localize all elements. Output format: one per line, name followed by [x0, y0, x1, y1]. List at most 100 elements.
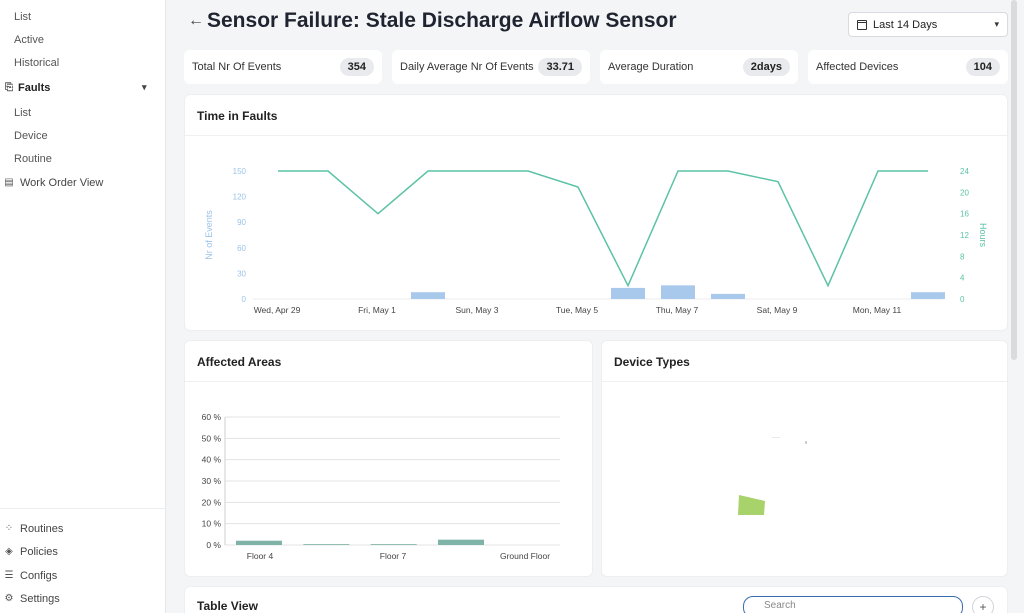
y-tick-label: 0 — [242, 295, 247, 304]
y2-tick-label: 12 — [960, 231, 969, 240]
sidebar-group-faults[interactable]: ⎘ Faults ▾ — [4, 82, 164, 94]
shield-icon: ◈ — [5, 546, 13, 557]
y2-tick-label: 8 — [960, 252, 965, 261]
y-tick-label: 40 % — [202, 455, 222, 465]
sliders-icon: ☰ — [4, 570, 14, 581]
sidebar-item-faults-list[interactable]: List — [14, 107, 32, 119]
x-tick-label: Floor 7 — [380, 551, 407, 561]
stat-total-events: Total Nr Of Events 354 — [184, 50, 382, 84]
panel-title: Time in Faults — [197, 109, 278, 123]
gear-icon: ⚙ — [4, 593, 14, 604]
sidebar-item-historical[interactable]: Historical — [14, 57, 60, 69]
sidebar: List Active Historical ⎘ Faults ▾ List D… — [0, 0, 166, 613]
stat-value-badge: 33.71 — [538, 58, 582, 76]
bar — [236, 540, 282, 545]
date-range-label: Last 14 Days — [873, 18, 938, 31]
y-tick-label: 50 % — [202, 433, 222, 443]
sidebar-item-configs[interactable]: ☰ Configs — [4, 570, 58, 582]
y2-tick-label: 0 — [960, 295, 965, 304]
y-tick-label: 90 — [237, 218, 246, 227]
device-types-chart — [738, 437, 807, 515]
device-type-slice[interactable] — [738, 495, 765, 515]
y-tick-label: 60 — [237, 244, 246, 253]
sidebar-item-policies-label: Policies — [20, 546, 58, 558]
sidebar-item-work-order[interactable]: ▤ Work Order View — [4, 177, 103, 189]
sidebar-item-settings[interactable]: ⚙ Settings — [4, 593, 60, 605]
back-arrow-icon[interactable]: ← — [188, 12, 204, 29]
y-tick-label: 10 % — [202, 519, 222, 529]
y2-tick-label: 20 — [960, 188, 969, 197]
stat-label: Average Duration — [608, 61, 694, 73]
x-tick-label: Mon, May 11 — [853, 305, 902, 315]
routines-icon: ⁘ — [4, 523, 14, 534]
x-tick-label: Thu, May 7 — [656, 305, 699, 315]
panel-title: Device Types — [614, 355, 690, 369]
affected-areas-chart: 60 % 50 % 40 % 30 % 20 % 10 % 0 % Floor 4 Floor … — [202, 412, 560, 561]
calendar-icon — [857, 19, 867, 30]
scrollbar[interactable] — [1011, 0, 1017, 360]
chevron-down-icon[interactable]: ▾ — [142, 82, 147, 92]
bar — [661, 285, 695, 299]
time-in-faults-chart: 150 120 90 60 30 0 24 20 16 12 8 4 0 Nr of Events Hour… — [204, 167, 988, 315]
y-tick-label: 30 — [237, 269, 246, 278]
search-input[interactable]: Search — [743, 596, 963, 613]
x-tick-label: Sat, May 9 — [757, 305, 798, 315]
stat-daily-average: Daily Average Nr Of Events 33.71 — [392, 50, 590, 84]
bar — [438, 539, 485, 545]
y2-tick-label: 16 — [960, 210, 969, 219]
device-types-panel: Device Types — [601, 340, 1008, 577]
panel-title: Affected Areas — [197, 355, 282, 369]
affected-areas-panel: Affected Areas 60 % 50 % 40 % 30 % 20 % 10 % 0… — [184, 340, 593, 577]
x-tick-label: Tue, May 5 — [556, 305, 598, 315]
bar — [370, 544, 417, 545]
sidebar-item-list[interactable]: List — [14, 11, 32, 23]
y-tick-label: 150 — [233, 167, 247, 176]
sidebar-group-faults-label: Faults — [18, 82, 51, 94]
stat-affected-devices: Affected Devices 104 — [808, 50, 1008, 84]
y-tick-label: 60 % — [202, 412, 222, 422]
sidebar-item-policies[interactable]: ◈ Policies — [4, 546, 58, 558]
y-tick-label: 20 % — [202, 497, 222, 507]
sidebar-item-routine[interactable]: Routine — [14, 153, 52, 165]
sidebar-item-routines-label: Routines — [20, 523, 64, 535]
faults-icon: ⎘ — [5, 82, 13, 93]
stat-value-badge: 104 — [965, 58, 1000, 76]
bar — [411, 292, 445, 299]
device-type-slice — [772, 437, 780, 438]
stat-average-duration: Average Duration 2days — [600, 50, 798, 84]
sidebar-item-active[interactable]: Active — [14, 34, 44, 46]
sidebar-item-configs-label: Configs — [20, 570, 58, 582]
add-button[interactable]: + — [972, 596, 994, 613]
date-range-select[interactable]: Last 14 Days ▾ — [848, 12, 1008, 37]
bar — [611, 287, 645, 299]
x-tick-label: Wed, Apr 29 — [254, 305, 301, 315]
y-axis-label: Nr of Events — [204, 210, 214, 260]
y2-tick-label: 4 — [960, 274, 965, 283]
sidebar-item-work-order-label: Work Order View — [20, 177, 104, 189]
chevron-down-icon: ▾ — [994, 19, 999, 29]
stat-value-badge: 354 — [339, 58, 374, 76]
hours-line — [278, 170, 928, 288]
clipboard-icon: ▤ — [4, 177, 14, 188]
time-in-faults-panel: Time in Faults 150 120 90 60 30 0 24 20 16 12 8 4 0 N… — [184, 94, 1008, 331]
page-title: Sensor Failure: Stale Discharge Airflow … — [207, 9, 677, 32]
sidebar-item-routines[interactable]: ⁘ Routines — [4, 523, 64, 535]
y2-tick-label: 24 — [960, 167, 969, 176]
x-tick-label: Fri, May 1 — [358, 305, 396, 315]
y-tick-label: 30 % — [202, 476, 222, 486]
panel-title: Table View — [197, 599, 258, 613]
y-tick-label: 120 — [233, 193, 247, 202]
sidebar-item-settings-label: Settings — [20, 593, 60, 605]
x-tick-label: Floor 4 — [247, 551, 274, 561]
sidebar-item-device[interactable]: Device — [14, 130, 48, 142]
stat-label: Affected Devices — [816, 61, 899, 73]
y2-axis-label: Hours — [978, 223, 988, 248]
stat-label: Daily Average Nr Of Events — [400, 61, 534, 73]
stat-value-badge: 2days — [742, 58, 790, 76]
bar — [711, 293, 745, 299]
sidebar-divider — [0, 508, 166, 509]
x-tick-label: Ground Floor — [500, 551, 550, 561]
stat-label: Total Nr Of Events — [192, 61, 282, 73]
x-tick-label: Sun, May 3 — [456, 305, 499, 315]
bar — [303, 544, 350, 545]
